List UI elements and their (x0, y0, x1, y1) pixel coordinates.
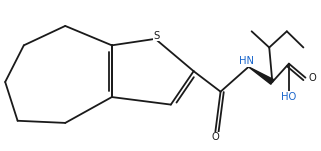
Text: O: O (212, 132, 219, 142)
Text: HN: HN (239, 56, 255, 66)
Text: O: O (308, 73, 316, 83)
Polygon shape (248, 67, 274, 84)
Text: S: S (154, 31, 160, 41)
Text: HO: HO (281, 92, 297, 102)
